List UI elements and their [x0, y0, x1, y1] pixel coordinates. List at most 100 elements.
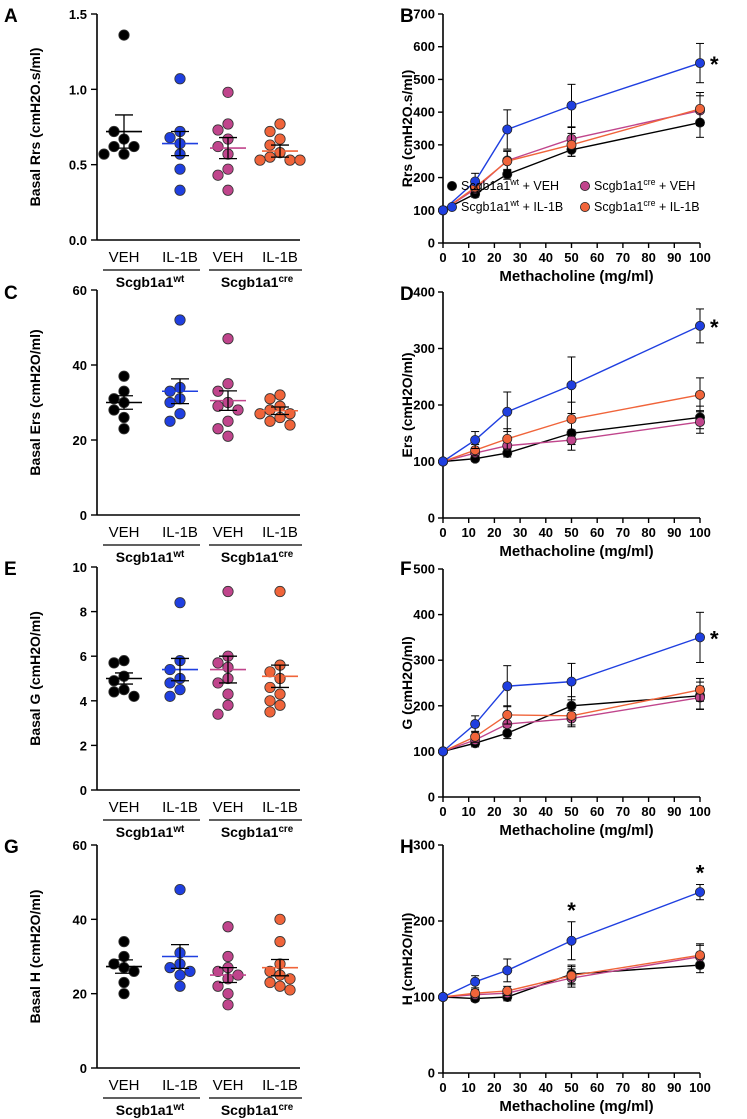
y-tick-label: 0 — [80, 508, 87, 523]
significance-star: * — [710, 52, 719, 77]
data-point — [212, 980, 224, 992]
series-point — [695, 389, 706, 400]
series-wt_il1b — [437, 611, 706, 757]
data-point — [108, 140, 120, 153]
legend-label: Scgb1a1wt + IL-1B — [461, 198, 563, 214]
data-point — [174, 73, 186, 85]
x-tick-label: 80 — [641, 525, 655, 540]
series-point — [437, 746, 448, 757]
category-label: IL-1B — [162, 249, 198, 266]
series-point — [502, 156, 513, 167]
series-point — [695, 320, 706, 331]
data-point — [164, 690, 176, 702]
x-tick-label: 70 — [616, 804, 630, 819]
y-tick-label: 0 — [80, 783, 87, 798]
data-point — [164, 677, 176, 689]
group-label-wt: Scgb1a1wt — [116, 824, 185, 841]
y-tick-label: 100 — [413, 744, 435, 759]
panel-letter-f: F — [400, 559, 412, 580]
y-tick-label: 200 — [413, 170, 435, 185]
panel-e: 0 2 4 6 8 10 Basal G (cmH2O/ml) VEH IL-1B VEH IL-1… — [27, 560, 302, 840]
series-point — [502, 965, 513, 976]
panel-letter-e: E — [4, 559, 17, 580]
x-tick-label: 40 — [539, 1080, 553, 1095]
x-tick-label: 30 — [513, 250, 527, 265]
data-point — [118, 936, 130, 948]
series-point — [437, 205, 448, 216]
data-point — [164, 396, 176, 409]
panel-letter-c: C — [4, 283, 18, 304]
series-cre_il1b — [437, 377, 706, 467]
x-tick-label: 50 — [564, 1080, 578, 1095]
significance-star: * — [710, 626, 719, 651]
x-axis-label: Methacholine (mg/ml) — [499, 543, 653, 560]
data-point — [212, 965, 224, 977]
series-point — [502, 433, 513, 444]
y-tick-label: 300 — [413, 341, 435, 356]
x-tick-label: 20 — [487, 1080, 501, 1095]
data-point — [222, 163, 234, 175]
y-tick-label: 6 — [80, 649, 87, 664]
data-point — [274, 585, 286, 598]
data-point — [284, 419, 296, 431]
data-point — [274, 133, 286, 145]
data-point — [274, 118, 286, 130]
x-tick-label: 70 — [616, 1080, 630, 1095]
series-point — [470, 976, 481, 987]
data-point — [128, 690, 140, 702]
series-point — [695, 103, 706, 114]
legend: Scgb1a1wt + VEH Scgb1a1cre + VEH Scgb1a1wt… — [446, 177, 700, 214]
y-tick-label: 300 — [413, 137, 435, 152]
x-tick-label: 30 — [513, 1080, 527, 1095]
data-point — [222, 184, 234, 196]
x-tick-label: 40 — [539, 525, 553, 540]
legend-label: Scgb1a1cre + VEH — [594, 177, 695, 193]
x-tick-label: 90 — [667, 250, 681, 265]
y-tick-label: 2 — [80, 738, 87, 753]
data-point — [118, 976, 130, 989]
y-tick-label: 0 — [428, 1066, 435, 1081]
y-tick-label: 0.5 — [69, 158, 87, 173]
data-point — [118, 411, 130, 424]
y-tick-label: 8 — [80, 605, 87, 620]
series-point — [470, 435, 481, 446]
series-point — [470, 719, 481, 730]
category-label: VEH — [213, 249, 244, 266]
series-point — [566, 435, 577, 446]
data-point — [274, 688, 286, 700]
data-point — [284, 984, 296, 996]
data-point — [254, 154, 266, 166]
y-tick-label: 400 — [413, 105, 435, 120]
y-axis-label: Basal Rrs (cmH2O.s/ml) — [27, 48, 43, 207]
series-point — [566, 710, 577, 721]
x-tick-label: 100 — [689, 804, 711, 819]
data-point — [184, 965, 196, 977]
data-point — [294, 154, 306, 166]
x-tick-label: 90 — [667, 525, 681, 540]
data-point — [174, 163, 186, 175]
category-label: VEH — [109, 799, 140, 816]
x-tick-label: 100 — [689, 250, 711, 265]
data-point — [212, 423, 224, 435]
data-point — [274, 936, 286, 948]
y-tick-label: 60 — [73, 283, 87, 298]
data-point — [174, 314, 186, 326]
data-point — [174, 184, 186, 196]
data-point — [274, 980, 286, 992]
series-point — [566, 414, 577, 425]
y-axis-label: Ers (cmH2O/ml) — [399, 352, 415, 457]
data-point — [222, 950, 234, 963]
y-tick-label: 600 — [413, 39, 435, 54]
group-label-cre: Scgb1a1cre — [221, 1102, 294, 1119]
data-point — [174, 408, 186, 420]
x-tick-label: 50 — [564, 804, 578, 819]
x-tick-label: 60 — [590, 804, 604, 819]
panel-b: 0 100 200 300 400 500 600 700 0 10 20 30 40 50 60 70 80 9… — [399, 7, 719, 286]
series-point — [502, 681, 513, 692]
group-label-cre: Scgb1a1cre — [221, 824, 294, 841]
y-tick-label: 40 — [73, 358, 87, 373]
x-tick-label: 0 — [439, 804, 446, 819]
series-point — [695, 416, 706, 427]
x-axis-label: Methacholine (mg/ml) — [499, 822, 653, 839]
